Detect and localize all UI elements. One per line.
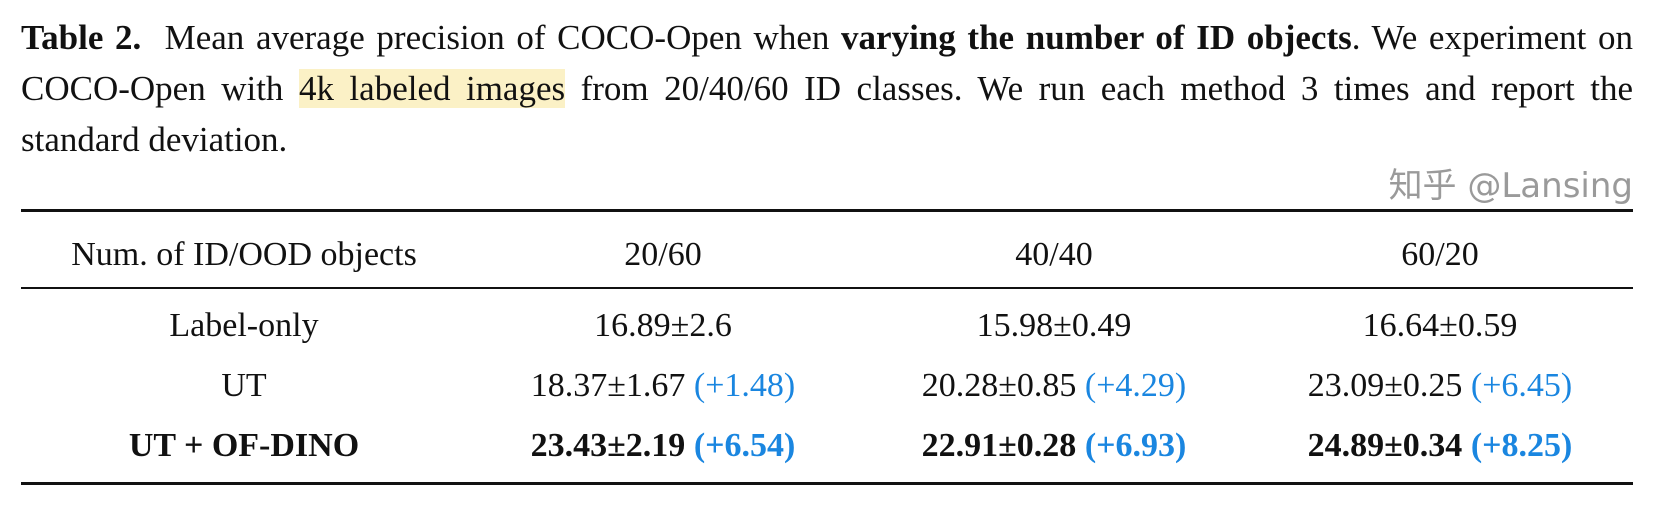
value: 18.37±1.67 <box>530 367 686 404</box>
delta: (+6.54) <box>693 427 796 464</box>
delta: (+1.48) <box>693 367 796 404</box>
value: 23.09±0.25 <box>1307 367 1463 404</box>
caption-highlight: 4k labeled images <box>298 69 566 108</box>
value: 16.64±0.59 <box>1362 307 1518 344</box>
table-row: UT 18.37±1.67 (+1.48) 20.28±0.85 (+4.29) 23… <box>21 358 1633 414</box>
table-caption: Table 2. Mean average precision of COCO-… <box>21 12 1633 165</box>
mid-rule <box>21 287 1633 289</box>
delta: (+6.45) <box>1470 367 1573 404</box>
bottom-rule <box>21 482 1633 485</box>
caption-text: Mean average precision of COCO-Open when <box>164 18 830 57</box>
header-row: Num. of ID/OOD objects 20/60 40/40 60/20 <box>21 227 1633 283</box>
header-cell: 40/40 <box>1015 236 1093 273</box>
value-cell: 16.89±2.6 <box>594 298 732 354</box>
table-row: Label-only 16.89±2.6 15.98±0.49 16.64±0.59 <box>21 298 1633 354</box>
value-cell: 18.37±1.67 (+1.48) <box>531 358 796 414</box>
caption-label: Table 2. <box>21 18 142 57</box>
value-cell: 24.89±0.34 (+8.25) <box>1308 418 1573 474</box>
method-cell: UT <box>221 367 267 404</box>
method-cell: Label-only <box>169 307 319 344</box>
value: 16.89±2.6 <box>594 307 732 344</box>
value-cell: 15.98±0.49 <box>977 298 1132 354</box>
value: 24.89±0.34 <box>1307 427 1463 464</box>
watermark: 知乎 @Lansing <box>1388 166 1633 206</box>
top-rule <box>21 209 1633 212</box>
value-cell: 16.64±0.59 <box>1363 298 1518 354</box>
caption-bold: varying the number of ID objects <box>841 18 1352 57</box>
value: 15.98±0.49 <box>976 307 1132 344</box>
delta: (+6.93) <box>1084 427 1187 464</box>
value-cell: 22.91±0.28 (+6.93) <box>922 418 1187 474</box>
method-cell: UT + OF-DINO <box>128 427 360 464</box>
header-cell: Num. of ID/OOD objects <box>71 236 417 273</box>
value: 22.91±0.28 <box>921 427 1077 464</box>
delta: (+8.25) <box>1470 427 1573 464</box>
value-cell: 23.43±2.19 (+6.54) <box>531 418 796 474</box>
header-cell: 20/60 <box>624 236 702 273</box>
caption-text: from 20/40/60 ID classes. We run each me… <box>21 69 1634 159</box>
caption-text: . We experiment on COCO-Open with <box>21 18 1634 108</box>
value-cell: 23.09±0.25 (+6.45) <box>1308 358 1573 414</box>
value: 23.43±2.19 <box>530 427 686 464</box>
value: 20.28±0.85 <box>921 367 1077 404</box>
table-row: UT + OF-DINO 23.43±2.19 (+6.54) 22.91±0.28… <box>21 418 1633 474</box>
header-cell: 60/20 <box>1401 236 1479 273</box>
delta: (+4.29) <box>1084 367 1187 404</box>
value-cell: 20.28±0.85 (+4.29) <box>922 358 1187 414</box>
